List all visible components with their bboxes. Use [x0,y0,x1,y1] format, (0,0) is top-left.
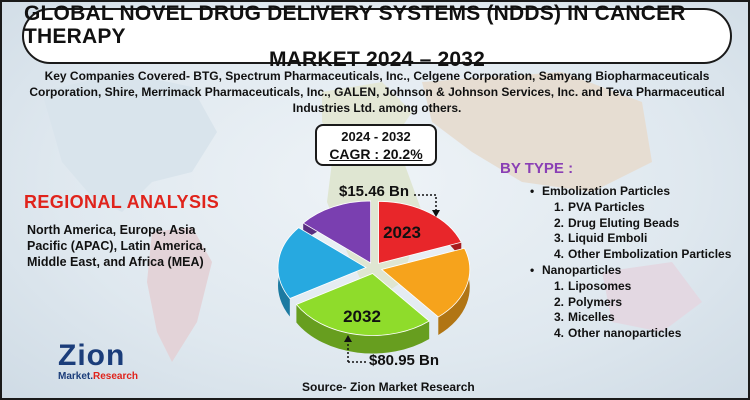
regional-analysis-text: North America, Europe, Asia Pacific (APA… [27,223,207,269]
map-continent-australia [602,262,702,332]
regional-analysis-title: REGIONAL ANALYSIS [24,192,220,212]
type-subitem-label: Other Embolization Particles [568,247,732,262]
pie-slice-depth [381,248,470,335]
type-category-label: Embolization Particles [542,184,671,198]
cagr-period: 2024 - 2032 [341,129,411,144]
pie-slice-segment-4 [277,227,367,299]
type-category-label: Nanoparticles [542,262,622,277]
zion-logo: Zion Market.Research [58,340,148,390]
bullet-icon: • [530,262,535,277]
title-banner: GLOBAL NOVEL DRUG DELIVERY SYSTEMS (NDDS… [22,2,732,71]
type-subitem-label: Other nanoparticles [568,326,682,341]
key-companies-text: Key Companies Covered- BTG, Spectrum Pha… [29,69,725,115]
cagr-box: 2024 - 2032 CAGR : 20.2% [315,124,437,166]
map-continent-asia [422,72,652,192]
pie-slice-depth [278,227,367,317]
type-subitem: 3. Micelles [530,310,748,326]
type-subitem: 1. Liposomes [530,278,748,295]
type-subitem-label: Drug Eluting Beads [568,215,680,230]
bullet-icon: • [530,184,535,198]
type-subitem: 2. Drug Eluting Beads [530,215,748,232]
type-subitem: 1. PVA Particles [530,199,748,216]
start-value-connector [414,194,440,217]
slice-label-2023: 2023 [383,223,421,242]
arrow-down-icon [432,210,440,217]
type-subitem-label: PVA Particles [568,199,645,214]
start-value-label: $15.46 Bn [339,183,410,200]
logo-main-text: Zion [58,339,126,372]
type-subitem-label: Micelles [568,310,615,325]
page-title-line-1: GLOBAL NOVEL DRUG DELIVERY SYSTEMS (NDDS… [24,1,686,48]
type-subitem-label: Liquid Emboli [568,231,648,246]
pie-slice-2032 [295,273,430,336]
pie-chart: 2023 2032 [277,194,471,363]
pie-slice-segment-5 [302,200,372,264]
type-category: • Nanoparticles [530,262,748,279]
page-title-line-2: MARKET 2024 – 2032 [268,47,486,71]
slice-label-2032: 2032 [343,307,381,326]
type-subitem: 3. Liquid Emboli [530,231,748,247]
pie-top-layer [277,200,471,336]
end-value-label: $80.95 Bn [369,352,440,369]
by-type-title: BY TYPE : [500,160,574,177]
map-continent-south-america [147,227,212,362]
arrow-up-icon [344,335,352,342]
type-subitem: 4. Other nanoparticles [530,326,748,342]
end-value-connector [344,335,366,363]
type-subitem-label: Liposomes [568,278,632,293]
cagr-value: CAGR : 20.2% [329,146,423,162]
type-subitem: 4. Other Embolization Particles [530,247,748,263]
connector-line-2023 [414,194,437,212]
logo-sub-text: Market.Research [58,371,139,382]
pie-slice-segment-2 [380,247,471,318]
pie-slice-2023 [378,201,462,264]
type-category: • Embolization Particles [530,184,748,200]
by-type-list: • Embolization Particles 1. PVA Particles… [530,184,748,342]
source-text: Source- Zion Market Research [302,380,475,394]
type-subitem-label: Polymers [568,294,623,309]
type-subitem: 2. Polymers [530,294,748,311]
map-continent-north-america [42,72,217,212]
